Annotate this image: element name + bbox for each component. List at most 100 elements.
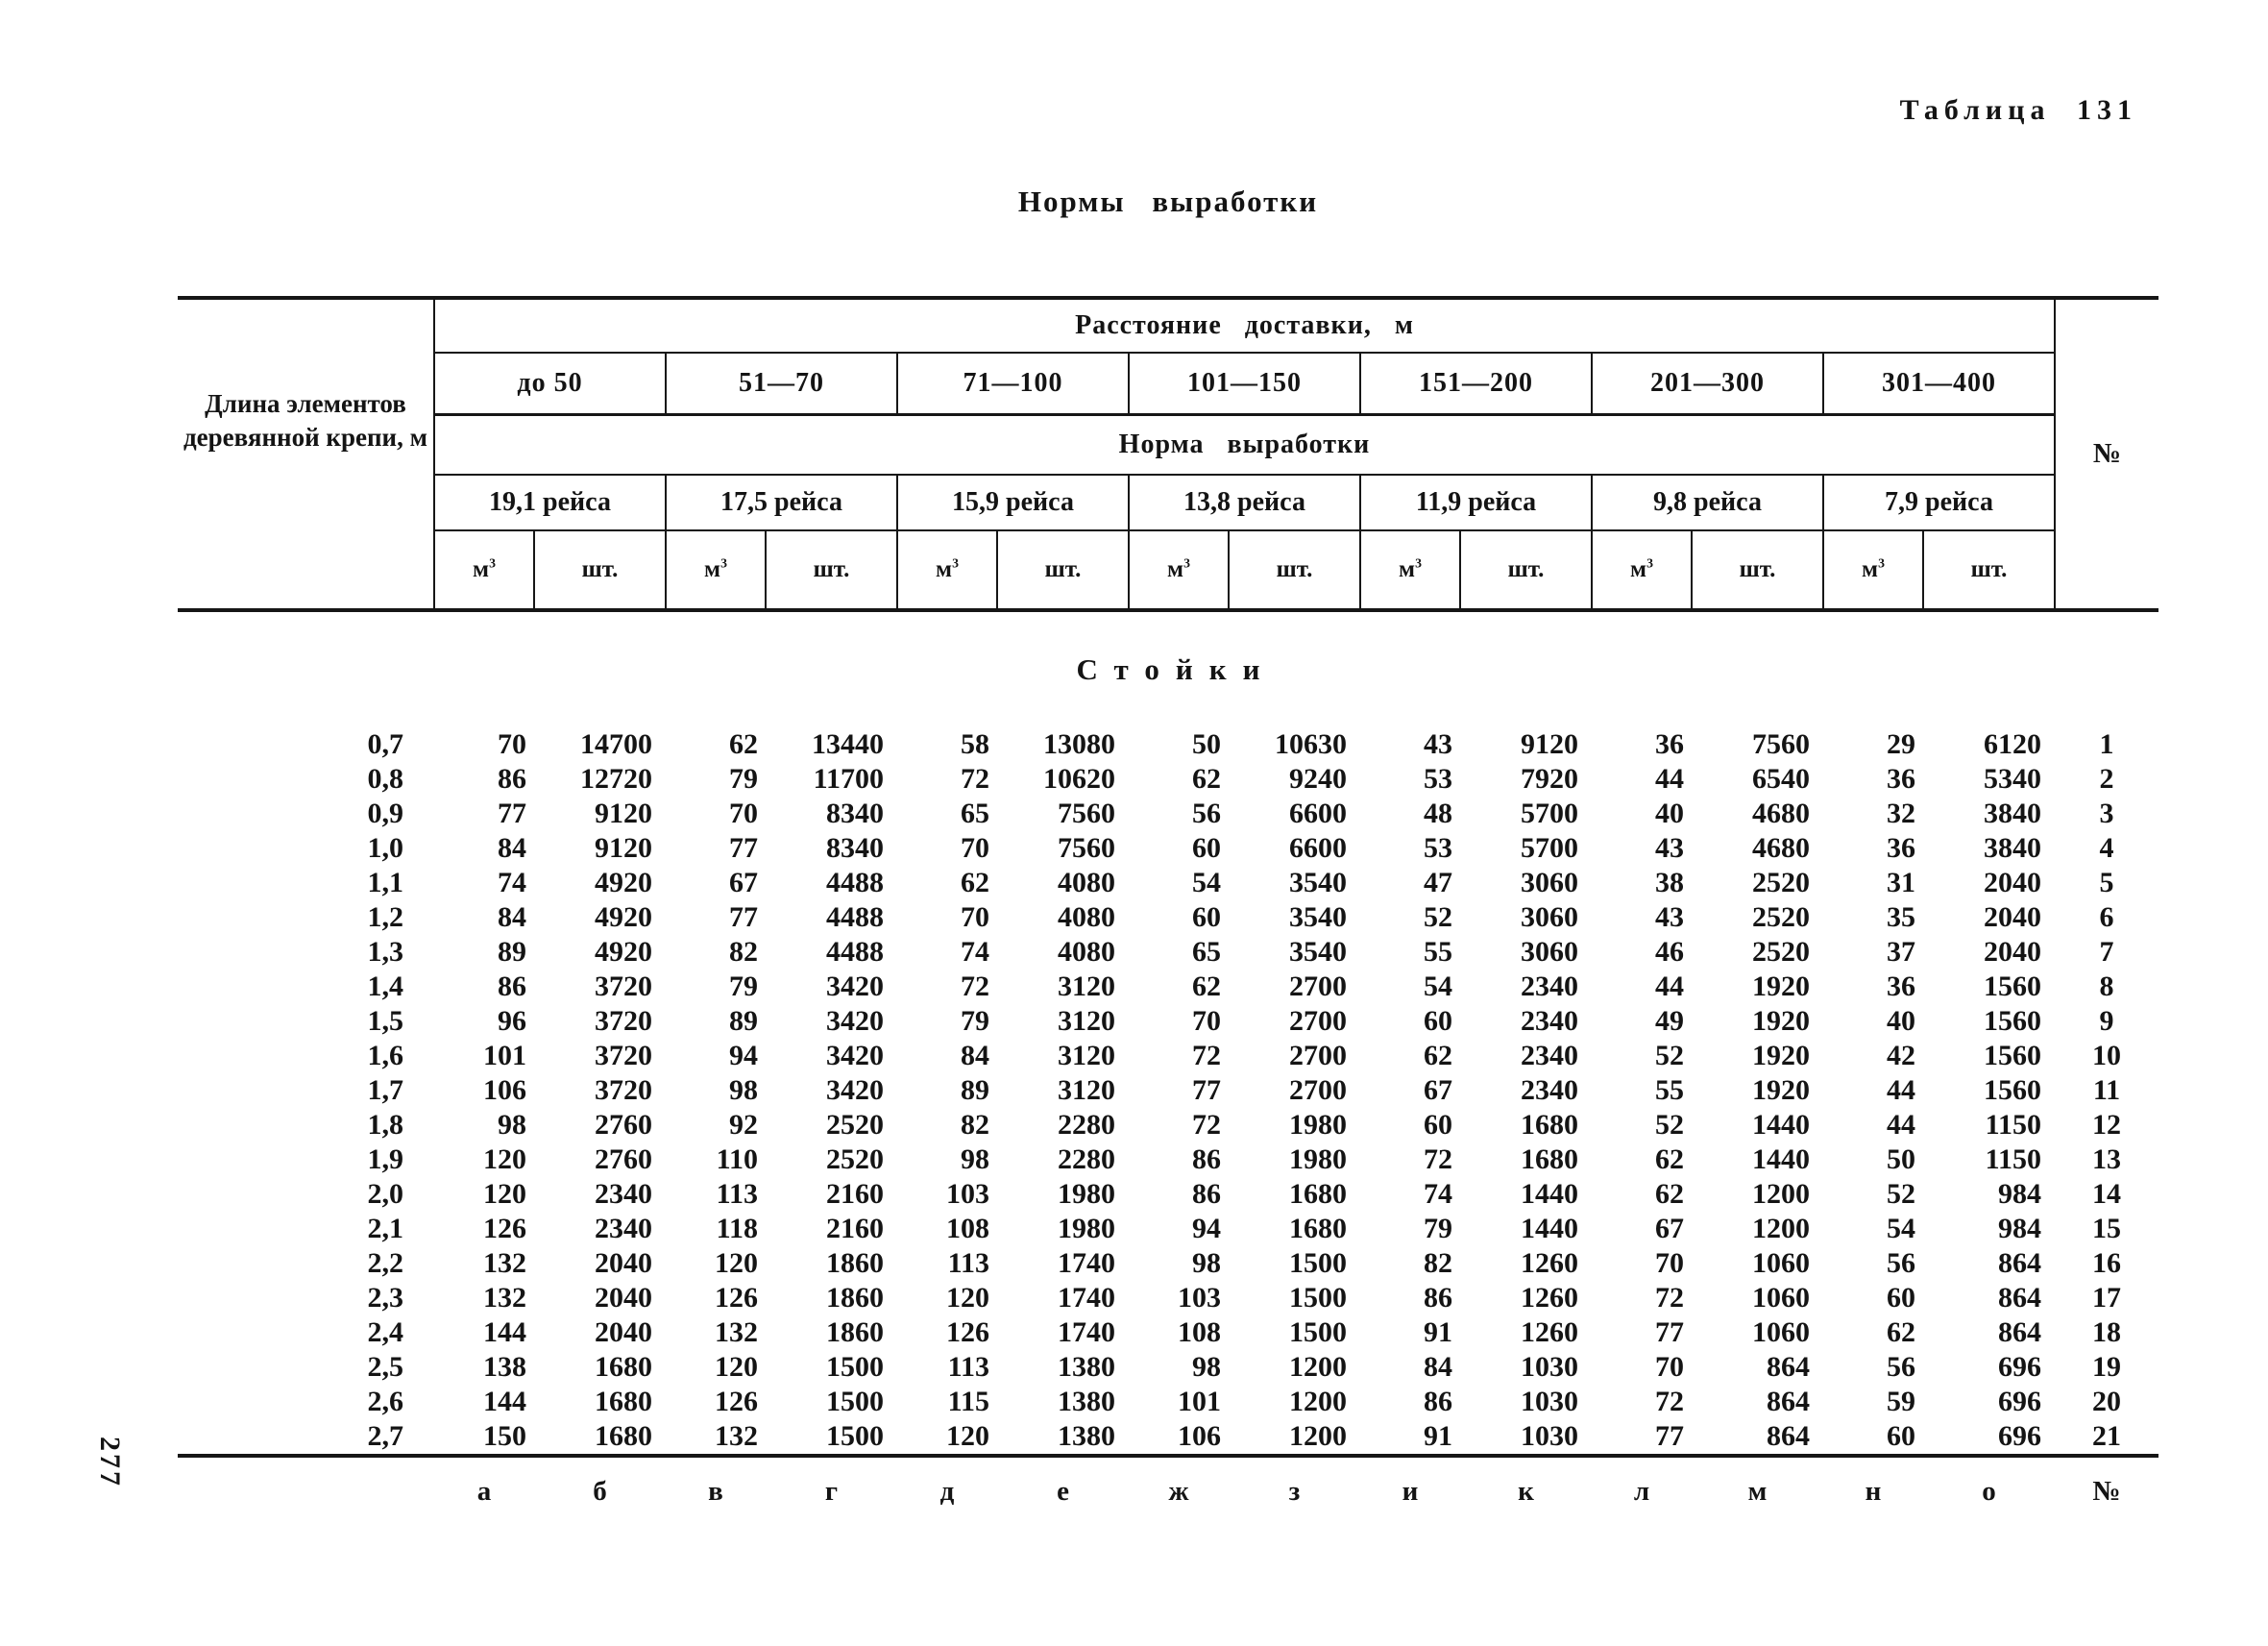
m3-value-cell: 84 <box>1424 1351 1452 1383</box>
m3-value-cell: 46 <box>1655 936 1684 968</box>
m3-value-cell: 79 <box>729 970 758 1002</box>
m3-value-cell: 43 <box>1655 901 1684 933</box>
unit-m3-cell: м3 <box>665 530 766 612</box>
m3-value-cell: 47 <box>1424 867 1452 898</box>
unit-m3-exponent: 3 <box>489 555 496 571</box>
row-number-cell: 21 <box>2092 1420 2121 1452</box>
m3-value-cell: 103 <box>946 1178 989 1210</box>
m3-value-cell: 62 <box>1192 970 1221 1002</box>
m3-value-cell: 89 <box>498 936 526 968</box>
pcs-value-cell: 1200 <box>1289 1420 1347 1452</box>
pcs-value-cell: 1030 <box>1521 1420 1578 1452</box>
row-number-cell: 20 <box>2092 1386 2121 1417</box>
table-row: 2,6 144 1680 126 1500 115 1380 101 1200 86 1030 72 8… <box>178 1385 2158 1419</box>
length-cell: 0,7 <box>367 728 404 760</box>
table-row: 2,5 138 1680 120 1500 113 1380 98 1200 84 1030 70 86… <box>178 1350 2158 1385</box>
m3-value-cell: 86 <box>1192 1143 1221 1175</box>
length-cell: 1,3 <box>367 936 404 968</box>
m3-value-cell: 54 <box>1424 970 1452 1002</box>
m3-value-cell: 52 <box>1655 1040 1684 1071</box>
pcs-value-cell: 9240 <box>1289 763 1347 795</box>
m3-value-cell: 126 <box>715 1386 758 1417</box>
pcs-value-cell: 4680 <box>1752 832 1810 864</box>
length-cell: 0,8 <box>367 763 404 795</box>
m3-value-cell: 67 <box>1424 1074 1452 1106</box>
unit-m3-base: м <box>473 556 490 582</box>
pcs-value-cell: 1200 <box>1752 1178 1810 1210</box>
m3-value-cell: 36 <box>1655 728 1684 760</box>
column-letter-cell: м <box>1692 1454 1823 1525</box>
pcs-value-cell: 4488 <box>826 867 884 898</box>
column-letter-cell: а <box>434 1454 534 1525</box>
pcs-value-cell: 1500 <box>1289 1282 1347 1314</box>
length-cell: 2,3 <box>367 1282 404 1314</box>
trips-value-cell: 7,9 рейса <box>1822 475 2055 531</box>
header-row-norm: Норма выработки <box>178 414 2158 476</box>
m3-value-cell: 89 <box>729 1005 758 1037</box>
pcs-value-cell: 2340 <box>595 1213 652 1244</box>
pcs-value-cell: 3540 <box>1289 901 1347 933</box>
m3-value-cell: 126 <box>715 1282 758 1314</box>
pcs-value-cell: 6120 <box>1984 728 2041 760</box>
m3-value-cell: 96 <box>498 1005 526 1037</box>
unit-pcs-cell: шт. <box>533 530 666 612</box>
pcs-value-cell: 2340 <box>1521 1005 1578 1037</box>
pcs-value-cell: 984 <box>1998 1213 2041 1244</box>
pcs-value-cell: 13440 <box>812 728 884 760</box>
m3-value-cell: 74 <box>961 936 989 968</box>
table-footer: а б в г д е ж з и к л м н о № <box>178 1454 2158 1525</box>
unit-m3-cell: м3 <box>1822 530 1923 612</box>
column-letter-cell: д <box>897 1454 997 1525</box>
unit-m3-exponent: 3 <box>1183 555 1190 571</box>
m3-value-cell: 60 <box>1424 1005 1452 1037</box>
pcs-value-cell: 1440 <box>1752 1143 1810 1175</box>
unit-pcs-cell: шт. <box>1459 530 1592 612</box>
row-number-cell: 14 <box>2092 1178 2121 1210</box>
m3-value-cell: 120 <box>483 1178 526 1210</box>
m3-value-cell: 36 <box>1887 970 1915 1002</box>
pcs-value-cell: 1680 <box>1289 1178 1347 1210</box>
unit-m3-cell: м3 <box>1359 530 1460 612</box>
column-letter-cell: к <box>1460 1454 1592 1525</box>
trips-per-shift-row: 19,1 рейса 17,5 рейса 15,9 рейса 13,8 рейса… <box>178 475 2158 531</box>
m3-value-cell: 132 <box>715 1316 758 1348</box>
pcs-value-cell: 3540 <box>1289 867 1347 898</box>
m3-value-cell: 106 <box>1178 1420 1221 1452</box>
section-title: Стойки <box>1076 652 1277 686</box>
pcs-value-cell: 1060 <box>1752 1247 1810 1279</box>
table-row: 0,9 77 9120 70 8340 65 7560 56 6600 48 5700 40 4680 3… <box>178 797 2158 831</box>
m3-value-cell: 58 <box>961 728 989 760</box>
m3-value-cell: 113 <box>947 1247 989 1279</box>
m3-value-cell: 86 <box>1424 1386 1452 1417</box>
m3-value-cell: 84 <box>961 1040 989 1071</box>
length-cell: 2,1 <box>367 1213 404 1244</box>
m3-value-cell: 144 <box>483 1386 526 1417</box>
m3-value-cell: 103 <box>1178 1282 1221 1314</box>
unit-m3-base: м <box>1167 556 1184 582</box>
pcs-value-cell: 5340 <box>1984 763 2041 795</box>
m3-value-cell: 44 <box>1887 1109 1915 1141</box>
m3-value-cell: 94 <box>729 1040 758 1071</box>
m3-value-cell: 56 <box>1887 1351 1915 1383</box>
pcs-value-cell: 1680 <box>1289 1213 1347 1244</box>
m3-value-cell: 84 <box>498 901 526 933</box>
m3-value-cell: 60 <box>1887 1282 1915 1314</box>
length-cell: 2,4 <box>367 1316 404 1348</box>
unit-m3-exponent: 3 <box>720 555 727 571</box>
pcs-value-cell: 3420 <box>826 1074 884 1106</box>
pcs-value-cell: 1150 <box>1985 1109 2041 1141</box>
m3-value-cell: 49 <box>1655 1005 1684 1037</box>
pcs-value-cell: 4080 <box>1058 936 1115 968</box>
m3-value-cell: 101 <box>483 1040 526 1071</box>
m3-value-cell: 62 <box>961 867 989 898</box>
row-number-cell: 1 <box>2099 728 2114 760</box>
pcs-value-cell: 3120 <box>1058 1040 1115 1071</box>
column-letter-cell: е <box>997 1454 1129 1525</box>
length-cell: 1,6 <box>367 1040 404 1071</box>
table-row: 1,8 98 2760 92 2520 82 2280 72 1980 60 1680 52 1440 4… <box>178 1108 2158 1142</box>
m3-value-cell: 35 <box>1887 901 1915 933</box>
m3-value-cell: 43 <box>1424 728 1452 760</box>
length-cell: 1,7 <box>367 1074 404 1106</box>
pcs-value-cell: 696 <box>1998 1386 2041 1417</box>
pcs-value-cell: 13080 <box>1043 728 1115 760</box>
